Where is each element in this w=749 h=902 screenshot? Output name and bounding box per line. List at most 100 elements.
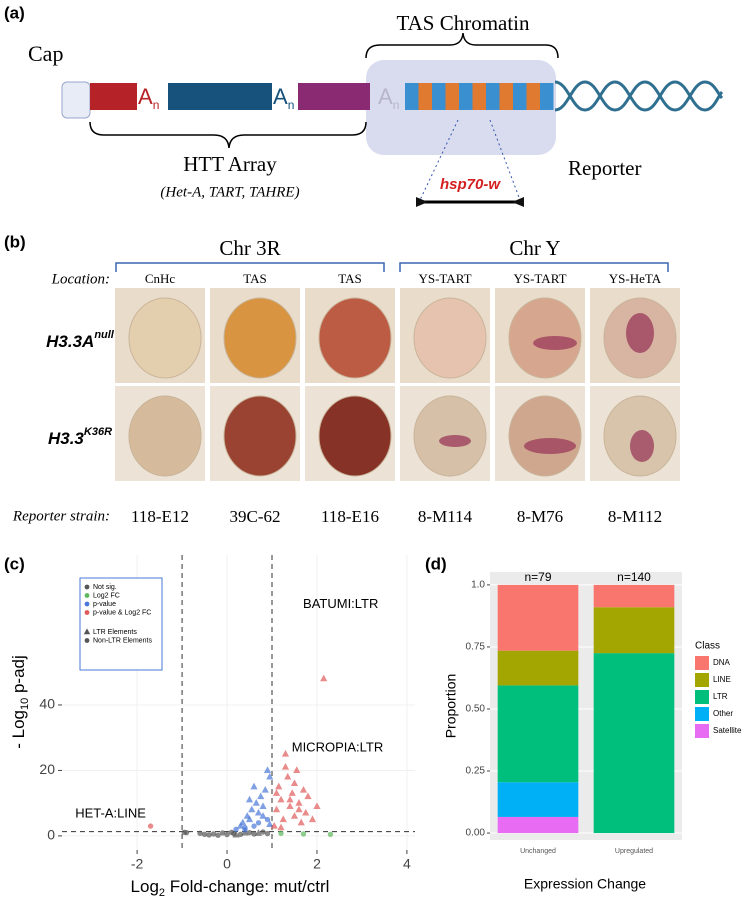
point	[302, 808, 310, 816]
poly-a: An	[378, 84, 399, 112]
htt-members: (Het-A, TART, TAHRE)	[160, 184, 299, 200]
legend-swatch	[695, 707, 709, 721]
point	[300, 831, 307, 837]
point	[281, 763, 290, 770]
x-axis-label: Expression Change	[524, 876, 646, 892]
point	[246, 829, 253, 836]
htt-brace	[89, 121, 367, 149]
y-tick-label: 0.50	[466, 704, 486, 715]
point	[257, 792, 265, 800]
legend-marker	[84, 593, 90, 598]
y-label-part: - Log	[9, 710, 28, 749]
bar-segment	[593, 584, 675, 608]
point	[277, 823, 285, 831]
cap-shape	[61, 81, 91, 119]
strain: 39C-62	[230, 507, 281, 526]
point	[286, 795, 294, 803]
eye	[318, 297, 392, 379]
y-tick-label: 0.75	[466, 642, 486, 653]
point	[251, 823, 257, 829]
y-tick-label: 0.25	[466, 766, 486, 777]
location: YS-TART	[513, 271, 566, 286]
point	[313, 802, 321, 809]
y-tick-label: 0.00	[466, 828, 486, 839]
point	[272, 805, 281, 813]
poly-a-sub: n	[393, 98, 400, 112]
tas-brace	[365, 32, 559, 59]
location: CnHc	[145, 271, 176, 286]
point	[281, 749, 290, 757]
x-label-sub: 2	[159, 887, 165, 899]
panel-label: (d)	[425, 554, 447, 573]
legend-marker	[83, 628, 91, 635]
bar-segment	[497, 584, 579, 651]
panel-label: (b)	[4, 232, 26, 251]
panel-label: (c)	[4, 554, 25, 573]
point	[245, 795, 254, 803]
strain: 118-E12	[131, 507, 189, 526]
point	[252, 799, 260, 806]
point	[272, 789, 281, 796]
legend-marker	[84, 601, 90, 607]
pigment-patch	[524, 438, 576, 454]
point	[254, 808, 263, 816]
point	[248, 805, 256, 813]
x-tick-label: 0	[223, 856, 231, 872]
genotype-label: H3.3K36R	[48, 426, 112, 449]
legend-swatch	[695, 690, 709, 704]
y-label-sub: 10	[19, 698, 31, 710]
strain: 8-M76	[517, 507, 563, 526]
x-tick-label: 4	[403, 856, 411, 872]
y-label-part: p-adj	[9, 655, 28, 698]
poly-a-sub: n	[153, 98, 160, 112]
location: TAS	[338, 271, 362, 286]
point	[250, 782, 258, 790]
x-label-part: Log	[131, 877, 159, 896]
point	[215, 832, 221, 838]
point	[284, 772, 292, 780]
point	[181, 829, 188, 836]
zoom-line	[489, 119, 521, 201]
point	[260, 829, 266, 835]
dna-helix	[554, 80, 724, 112]
legend-label: Non-LTR Elements	[93, 637, 153, 644]
x-tick-label: 2	[313, 856, 321, 872]
poly-a-sub: n	[288, 98, 295, 112]
point	[255, 820, 262, 826]
x-tick-label: -2	[131, 856, 144, 872]
point	[320, 674, 328, 682]
location: TAS	[243, 271, 267, 286]
chromosome-label: Chr Y	[509, 236, 560, 260]
point	[290, 812, 299, 819]
volcano-plot: -2 0 2 402040BATUMI:LTRMICROPIA:LTRHET-A:LI…	[39, 555, 415, 872]
point	[290, 779, 299, 787]
bar-segment	[497, 650, 579, 686]
eye	[413, 297, 487, 379]
point	[147, 823, 154, 829]
point	[242, 827, 248, 833]
genotype-label: H3.3Anull	[46, 329, 115, 352]
point	[197, 830, 203, 837]
point	[286, 802, 294, 809]
point	[297, 818, 305, 826]
point	[266, 820, 274, 827]
location: YS-HeTA	[609, 271, 662, 286]
point	[239, 818, 247, 826]
panel-label: (a)	[4, 3, 25, 22]
repeat-unit	[486, 83, 500, 110]
legend-label: Log2 FC	[93, 592, 120, 599]
legend-label: p-value & Log2 FC	[93, 609, 151, 616]
repeat-unit	[418, 83, 432, 110]
point	[308, 815, 317, 823]
tas-label: TAS Chromatin	[396, 11, 530, 35]
point	[266, 772, 274, 780]
poly-a: An	[273, 84, 294, 112]
pigment-patch	[630, 430, 654, 462]
genotype-sup: null	[94, 329, 114, 341]
pigment-patch	[626, 313, 654, 353]
legend-swatch	[695, 724, 709, 738]
eye	[128, 395, 202, 477]
eye	[318, 395, 392, 477]
eye	[508, 395, 582, 477]
point	[293, 766, 301, 773]
